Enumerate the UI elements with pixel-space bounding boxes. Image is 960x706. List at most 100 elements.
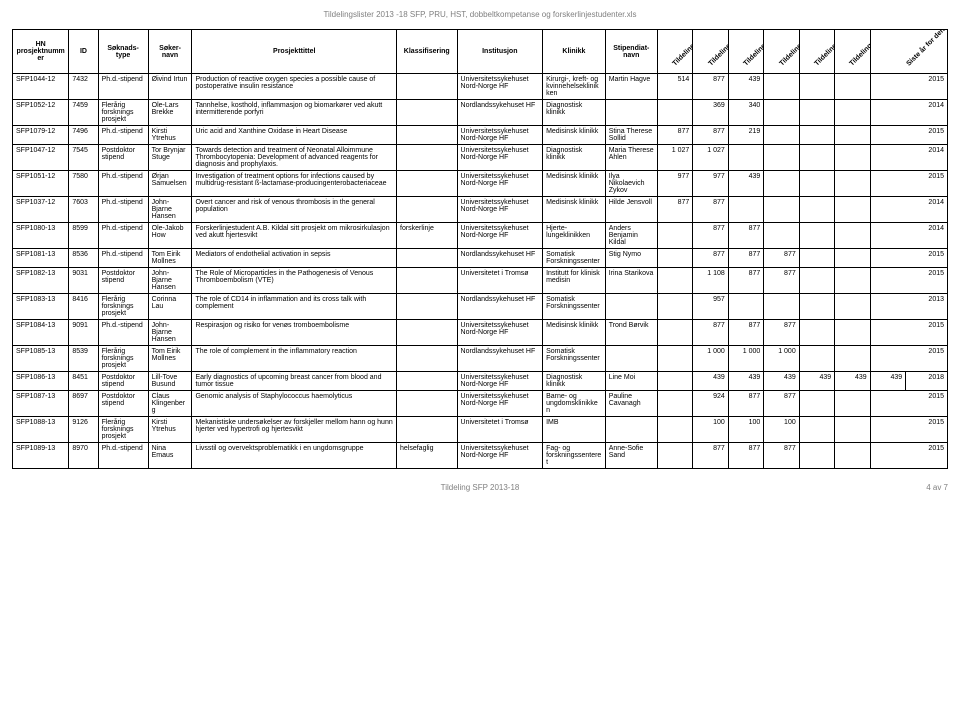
cell: 877: [693, 320, 728, 346]
cell: Tor Brynjar Stuge: [148, 145, 192, 171]
cell: Ph.d.-stipend: [98, 197, 148, 223]
header-row: HN prosjektnummer ID Søknads-type Søker-…: [13, 30, 948, 74]
cell: SFP1047-12: [13, 145, 69, 171]
cell: SFP1084-13: [13, 320, 69, 346]
table-row: SFP1052-127459Flerårig forsknings prosje…: [13, 100, 948, 126]
cell: Nordlandssykehuset HF: [457, 100, 543, 126]
cell: 2015: [870, 320, 947, 346]
cell: [835, 346, 870, 372]
cell: [397, 391, 458, 417]
cell: Universitetssykehuset Nord-Norge HF: [457, 223, 543, 249]
cell: 9031: [69, 268, 98, 294]
cell: [764, 126, 799, 145]
cell: 877: [693, 443, 728, 469]
cell: 8970: [69, 443, 98, 469]
cell: SFP1037-12: [13, 197, 69, 223]
cell: [835, 294, 870, 320]
cell: Lill-Tove Busund: [148, 372, 192, 391]
cell: Ørjan Samuelsen: [148, 171, 192, 197]
cell: 877: [657, 126, 692, 145]
cell: 877: [764, 391, 799, 417]
cell: 369: [693, 100, 728, 126]
cell: 877: [764, 443, 799, 469]
cell: SFP1080-13: [13, 223, 69, 249]
cell: [397, 372, 458, 391]
cell: 877: [728, 320, 763, 346]
cell: 8599: [69, 223, 98, 249]
cell: 340: [728, 100, 763, 126]
cell: Overt cancer and risk of venous thrombos…: [192, 197, 397, 223]
cell: Tannhelse, kosthold, inflammasjon og bio…: [192, 100, 397, 126]
cell: [764, 197, 799, 223]
cell: [605, 346, 657, 372]
hdr-klinikk: Klinikk: [543, 30, 606, 74]
cell: Universitetssykehuset Nord-Norge HF: [457, 197, 543, 223]
cell: [799, 145, 834, 171]
cell: 2015: [870, 171, 947, 197]
cell: 7580: [69, 171, 98, 197]
cell: 439: [764, 372, 799, 391]
cell: [799, 100, 834, 126]
table-row: SFP1088-139126Flerårig forsknings prosje…: [13, 417, 948, 443]
cell: Towards detection and treatment of Neona…: [192, 145, 397, 171]
hdr-soknadstype: Søknads-type: [98, 30, 148, 74]
cell: Stig Nymo: [605, 249, 657, 268]
cell: 8451: [69, 372, 98, 391]
cell: 514: [657, 74, 692, 100]
cell: 2014: [870, 100, 947, 126]
cell: 2014: [870, 197, 947, 223]
cell: Universitetssykehuset Nord-Norge HF: [457, 171, 543, 197]
cell: [397, 126, 458, 145]
cell: SFP1085-13: [13, 346, 69, 372]
cell: 957: [693, 294, 728, 320]
hdr-prosjekttittel: Prosjekttittel: [192, 30, 397, 74]
cell: 2015: [870, 268, 947, 294]
cell: [835, 320, 870, 346]
cell: 877: [728, 268, 763, 294]
cell: [799, 197, 834, 223]
cell: Universitetssykehuset Nord-Norge HF: [457, 372, 543, 391]
table-row: SFP1087-138697Postdoktor stipendClaus Kl…: [13, 391, 948, 417]
cell: Fag- og forskningssenteret: [543, 443, 606, 469]
cell: [657, 320, 692, 346]
cell: Anders Benjamin Kildal: [605, 223, 657, 249]
cell: Postdoktor stipend: [98, 391, 148, 417]
table-row: SFP1084-139091Ph.d.-stipendJohn-Bjarne H…: [13, 320, 948, 346]
cell: [657, 417, 692, 443]
cell: 877: [728, 249, 763, 268]
cell: 877: [693, 74, 728, 100]
cell: Line Moi: [605, 372, 657, 391]
cell: Stina Therese Sollid: [605, 126, 657, 145]
cell: Nordlandssykehuset HF: [457, 346, 543, 372]
cell: Ph.d.-stipend: [98, 223, 148, 249]
cell: The Role of Microparticles in the Pathog…: [192, 268, 397, 294]
cell: Production of reactive oxygen species a …: [192, 74, 397, 100]
hdr-2017: Tildeling 2017: [799, 30, 834, 74]
cell: Kirsti Ytrehus: [148, 417, 192, 443]
cell: Universitetssykehuset Nord-Norge HF: [457, 74, 543, 100]
cell: 8536: [69, 249, 98, 268]
cell: Claus Klingenberg: [148, 391, 192, 417]
cell: [835, 391, 870, 417]
hdr-klassifisering: Klassifisering: [397, 30, 458, 74]
cell: 877: [693, 249, 728, 268]
cell: [764, 145, 799, 171]
cell: [799, 320, 834, 346]
cell: [835, 100, 870, 126]
cell: 2015: [870, 417, 947, 443]
cell: Universitetssykehuset Nord-Norge HF: [457, 145, 543, 171]
cell: John-Bjarne Hansen: [148, 197, 192, 223]
cell: 2018: [906, 372, 948, 391]
cell: [835, 171, 870, 197]
cell: Maria Therese Ahlen: [605, 145, 657, 171]
cell: Investigation of treatment options for i…: [192, 171, 397, 197]
cell: [799, 249, 834, 268]
cell: [657, 294, 692, 320]
cell: 2015: [870, 74, 947, 100]
cell: [657, 372, 692, 391]
table-row: SFP1083-138416Flerårig forsknings prosje…: [13, 294, 948, 320]
cell: 439: [799, 372, 834, 391]
table-row: SFP1086-138451Postdoktor stipendLill-Tov…: [13, 372, 948, 391]
cell: 1 000: [764, 346, 799, 372]
hdr-2014: Tildeling 2014: [693, 30, 728, 74]
